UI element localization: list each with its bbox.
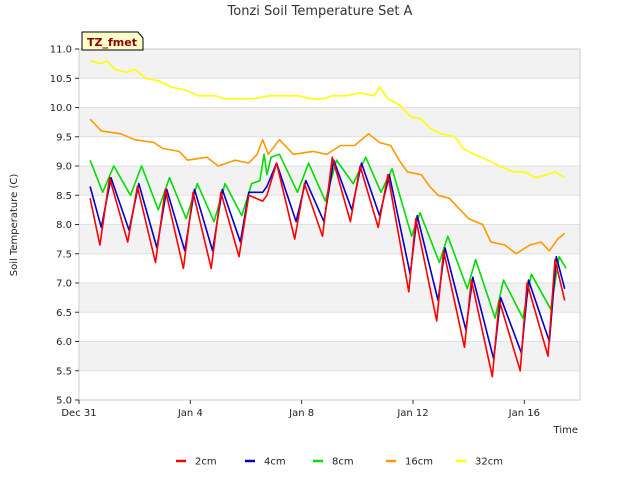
x-tick-label: Jan 4: [177, 408, 203, 419]
grid-band: [79, 283, 580, 313]
y-axis: 5.0 5.5 6.0 6.5 7.0 7.5 8.0 8.5 9.0 9.5 10.0 10.5 11…: [50, 45, 79, 407]
x-tick-label: Dec 31: [61, 408, 96, 419]
y-tick-label: 11.0: [50, 45, 72, 56]
y-tick-label: 7.0: [56, 279, 72, 290]
y-tick-label: 9.5: [56, 132, 72, 143]
x-tick-label: Jan 12: [396, 408, 428, 419]
chart-title: Tonzi Soil Temperature Set A: [227, 4, 413, 19]
y-tick-label: 8.0: [56, 220, 72, 231]
legend-label-4cm: 4cm: [264, 457, 286, 468]
source-badge: TZ_fmet: [81, 31, 144, 51]
series-line-16cm: [89, 118, 566, 255]
series-lines: [89, 59, 567, 378]
legend-label-2cm: 2cm: [195, 457, 217, 468]
legend-label-16cm: 16cm: [405, 457, 433, 468]
grid-band: [79, 107, 580, 137]
x-axis: Dec 31 Jan 4 Jan 8 Jan 12 Jan 16: [61, 400, 540, 419]
y-tick-label: 5.0: [56, 396, 72, 407]
y-tick-label: 10.0: [50, 103, 72, 114]
y-tick-label: 9.0: [56, 162, 72, 173]
grid-band: [79, 341, 580, 371]
series-line-8cm: [89, 153, 567, 319]
y-axis-label: Soil Temperature (C): [9, 174, 20, 277]
y-tick-label: 7.5: [56, 249, 72, 260]
badge-box: [81, 31, 144, 51]
x-tick-label: Jan 16: [508, 408, 540, 419]
series-line-2cm: [89, 156, 566, 378]
legend-label-32cm: 32cm: [475, 457, 503, 468]
grid-band: [79, 49, 580, 79]
x-tick-label: Jan 8: [288, 408, 314, 419]
legend-label-8cm: 8cm: [332, 457, 354, 468]
y-tick-label: 10.5: [50, 74, 72, 85]
series-line-32cm: [89, 59, 566, 179]
grid-band: [79, 224, 580, 254]
legend: 2cm 4cm 8cm 16cm 32cm: [176, 457, 503, 468]
y-tick-label: 6.0: [56, 337, 72, 348]
badge-label: TZ_fmet: [87, 36, 137, 49]
y-tick-label: 5.5: [56, 366, 72, 377]
y-tick-label: 6.5: [56, 308, 72, 319]
x-axis-label: Time: [553, 425, 578, 436]
y-tick-label: 8.5: [56, 191, 72, 202]
